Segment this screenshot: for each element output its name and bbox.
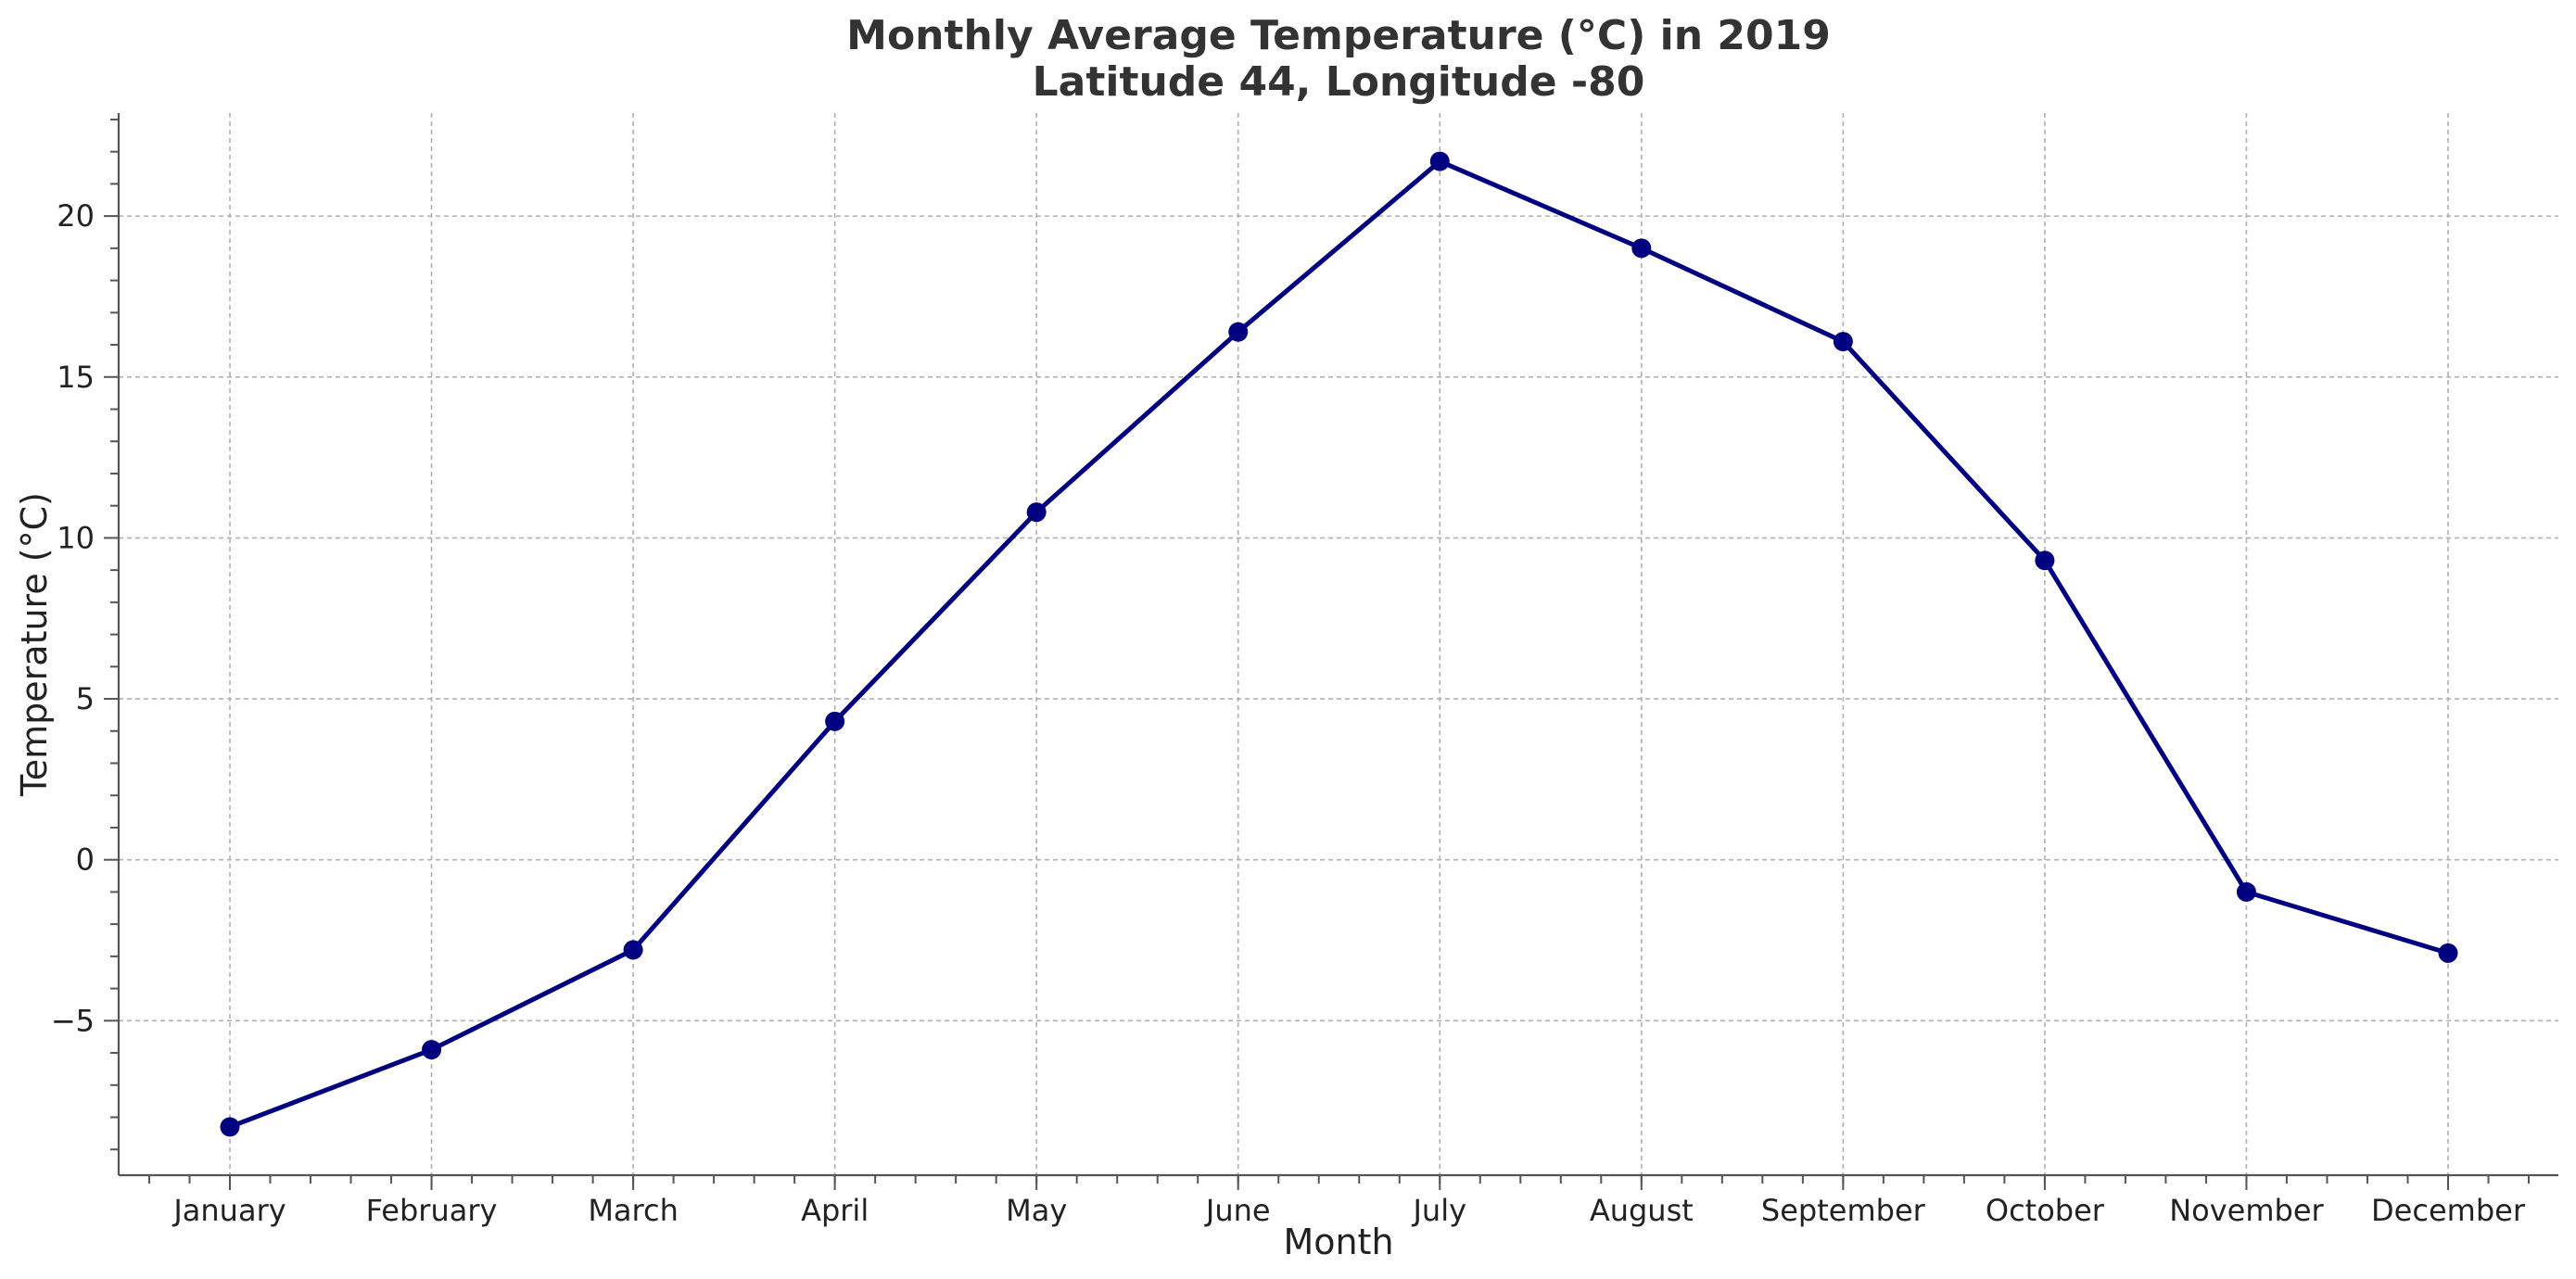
chart-title: Monthly Average Temperature (°C) in 2019 [846, 12, 1831, 59]
x-tick-label: January [171, 1193, 286, 1228]
x-tick-label: August [1590, 1193, 1694, 1228]
data-point [623, 940, 643, 960]
x-tick-label: September [1761, 1193, 1926, 1228]
y-tick-label: 20 [57, 198, 95, 234]
data-point [1631, 238, 1652, 259]
y-tick-label: 10 [57, 520, 95, 555]
series-line [229, 158, 2449, 1130]
grid [119, 113, 2558, 1175]
x-tick-label: March [588, 1193, 679, 1228]
chart-subtitle: Latitude 44, Longitude -80 [1033, 58, 1645, 106]
y-axis-label: Temperature (°C) [14, 492, 55, 797]
y-tick-label: 0 [76, 842, 95, 878]
data-point [220, 1117, 240, 1137]
data-point [2236, 881, 2256, 902]
x-tick-label: February [366, 1193, 498, 1228]
x-tick-label: December [2371, 1193, 2526, 1228]
series [220, 151, 2458, 1137]
data-point [2438, 943, 2458, 963]
data-point [422, 1040, 442, 1060]
data-point [825, 711, 845, 731]
x-axis-label: Month [1283, 1222, 1393, 1262]
axes [117, 113, 2558, 1177]
data-point [1228, 322, 1249, 342]
y-tick-label: 15 [57, 360, 95, 395]
x-tick-label: June [1204, 1193, 1271, 1228]
data-point [1026, 502, 1047, 523]
x-tick-label: May [1006, 1193, 1067, 1228]
data-point [1429, 151, 1450, 171]
y-tick-label: −5 [51, 1003, 95, 1038]
x-tick-label: November [2169, 1193, 2324, 1228]
x-tick-label: April [801, 1193, 869, 1228]
ticks: January February March April May June July Augu… [51, 118, 2531, 1228]
x-tick-label: July [1411, 1193, 1466, 1228]
data-point [2035, 551, 2055, 571]
x-tick-label: October [1986, 1193, 2105, 1228]
data-point [1833, 332, 1853, 352]
y-tick-label: 5 [76, 681, 95, 716]
